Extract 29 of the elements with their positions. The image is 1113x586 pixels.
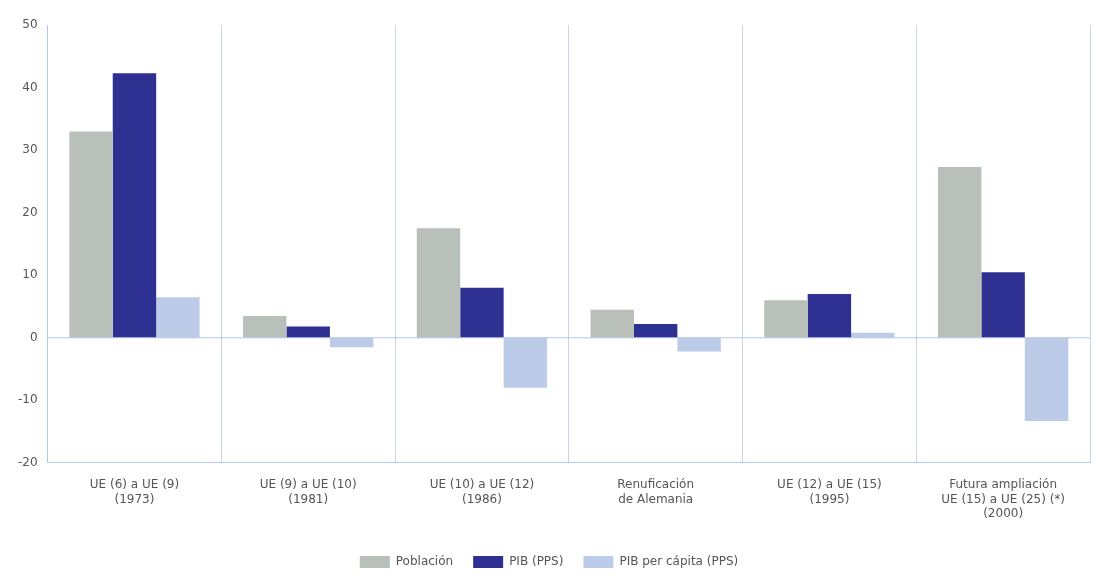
x-tick-label: Renuficación de Alemania [617, 477, 695, 506]
y-tick-label: -20 [17, 454, 38, 469]
legend-label: Población [395, 554, 454, 569]
bar [460, 287, 504, 338]
y-tick-label: 20 [22, 204, 38, 219]
x-tick-label: UE (9) a UE (10) (1981) [259, 477, 357, 506]
y-tick-label: 30 [22, 142, 38, 157]
y-tick-label: 0 [29, 329, 38, 344]
bar [981, 272, 1025, 338]
bar [243, 315, 287, 338]
bar [590, 309, 634, 338]
y-tick-label: 10 [22, 267, 38, 282]
x-tick-label: UE (10) a UE (12) (1986) [429, 477, 535, 506]
bar [69, 131, 113, 338]
bar [286, 326, 330, 338]
bar [416, 228, 461, 338]
x-tick-label: UE (12) a UE (15) (1995) [777, 477, 882, 506]
bar [633, 324, 678, 338]
legend-label: PIB (PPS) [509, 554, 564, 569]
y-tick-label: -10 [17, 392, 38, 407]
x-tick-label: UE (6) a UE (9) (1973) [89, 477, 180, 506]
y-tick-label: 40 [22, 79, 38, 94]
bar [764, 300, 808, 338]
legend-label: PIB per cápita (PPS) [619, 554, 739, 569]
y-tick-label: 50 [22, 17, 38, 32]
bar [807, 294, 852, 338]
bar [937, 167, 982, 338]
x-tick-label: Futura ampliación UE (15) a UE (25) (*) (2000) [941, 477, 1066, 520]
bar [112, 73, 157, 338]
